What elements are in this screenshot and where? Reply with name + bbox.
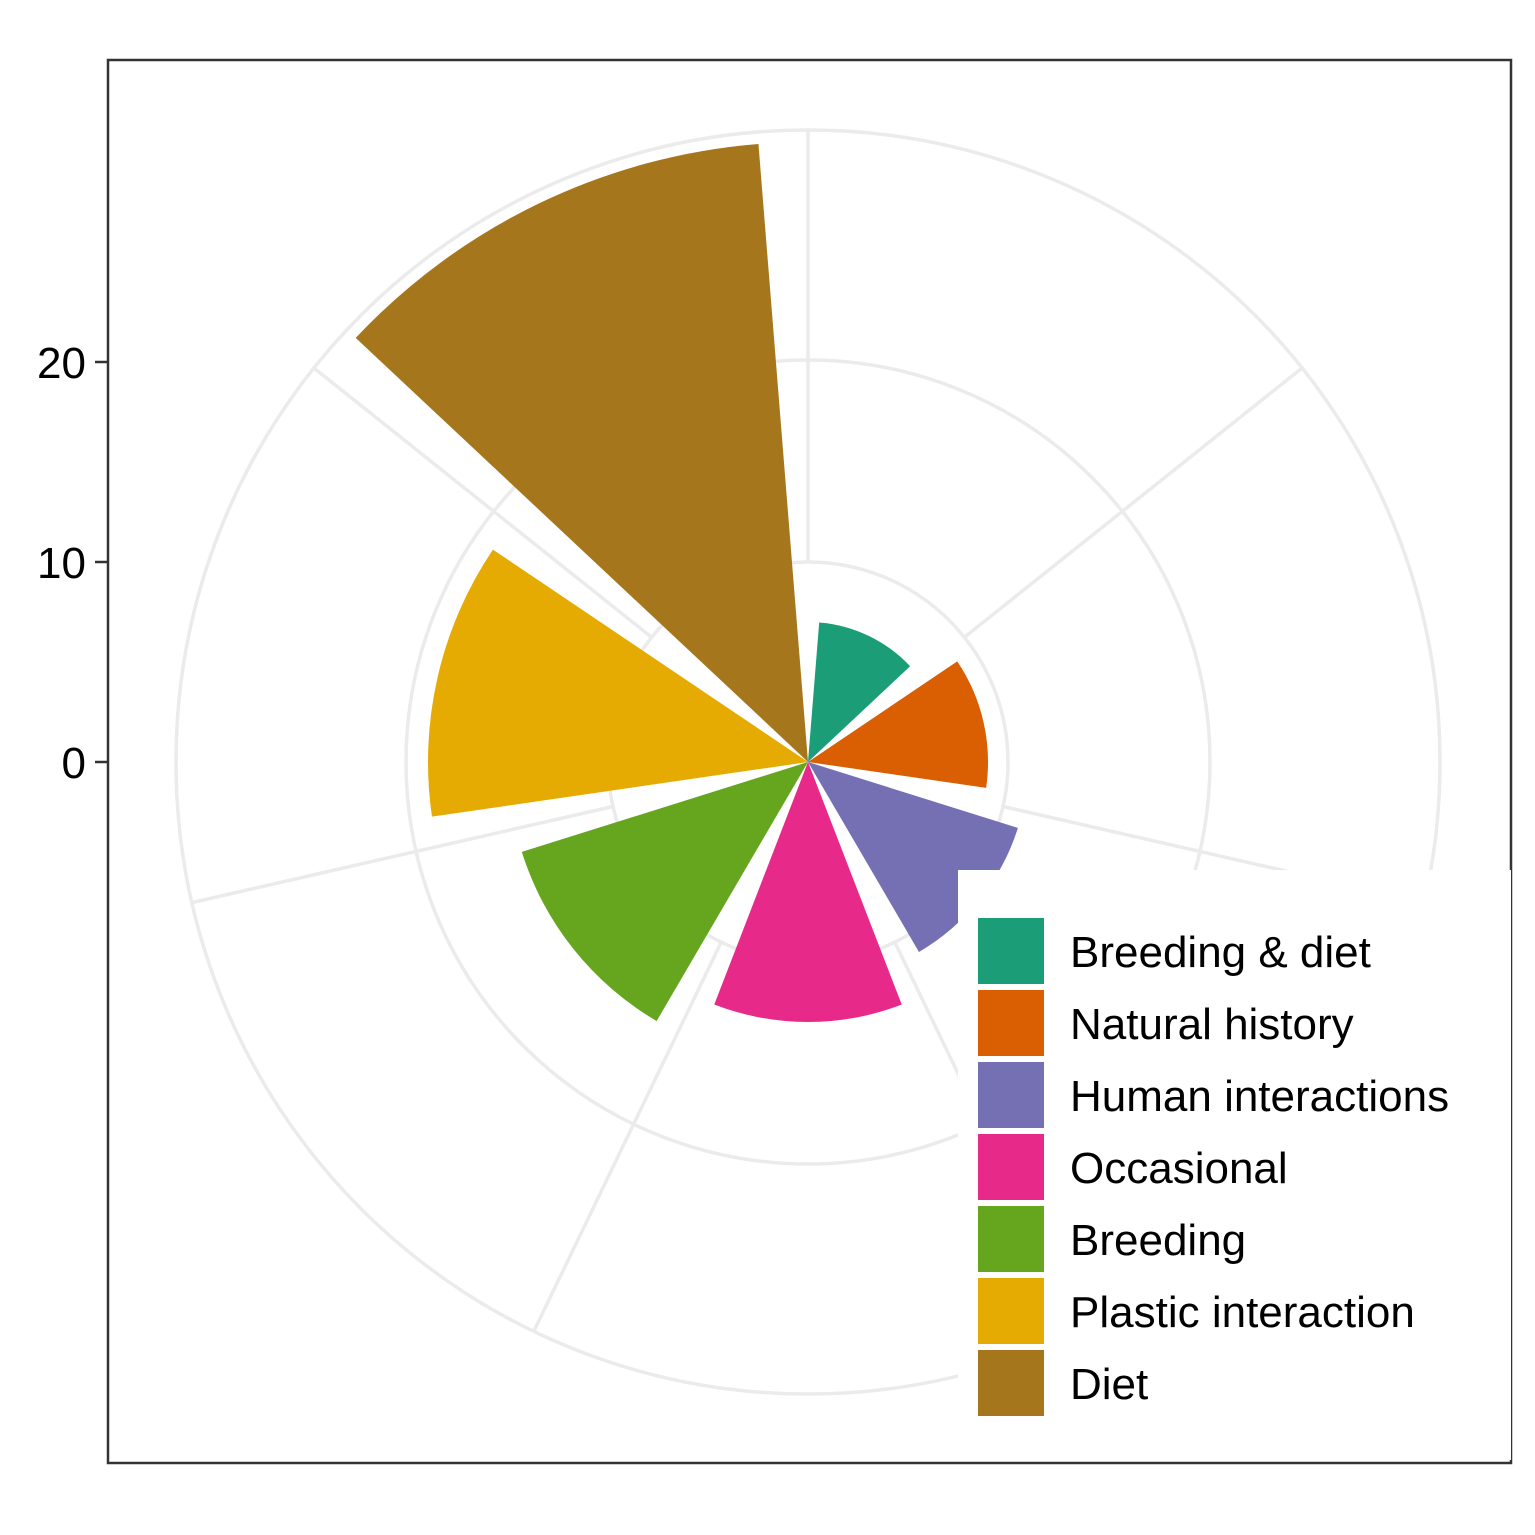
legend-key-2 <box>978 990 1044 1056</box>
bar-natural-history <box>808 661 989 788</box>
legend-key-5 <box>978 1206 1044 1272</box>
bar-plastic-interaction <box>428 549 808 817</box>
bars-group <box>355 143 1018 1022</box>
legend-label-5: Breeding <box>1070 1216 1246 1265</box>
bar-diet <box>355 143 808 763</box>
y-tick-label-20: 20 <box>37 339 86 388</box>
legend-label-7: Diet <box>1070 1360 1148 1409</box>
legend: Breeding & diet Natural history Human inte… <box>958 870 1511 1460</box>
legend-key-7 <box>978 1350 1044 1416</box>
grid-spoke-5 <box>532 941 723 1333</box>
legend-key-1 <box>978 918 1044 984</box>
legend-key-4 <box>978 1134 1044 1200</box>
legend-key-3 <box>978 1062 1044 1128</box>
grid-spoke-7 <box>312 366 653 639</box>
legend-label-4: Occasional <box>1070 1144 1288 1193</box>
grid-spoke-6 <box>191 804 614 905</box>
legend-label-1: Breeding & diet <box>1070 928 1371 977</box>
bar-breeding <box>521 762 808 1022</box>
legend-label-3: Human interactions <box>1070 1072 1449 1121</box>
legend-label-2: Natural history <box>1070 1000 1354 1049</box>
legend-label-6: Plastic interaction <box>1070 1288 1415 1337</box>
y-tick-label-10: 10 <box>37 539 86 588</box>
legend-background <box>958 870 1511 1460</box>
y-axis: 0 10 20 <box>37 339 107 788</box>
y-tick-label-0: 0 <box>62 739 86 788</box>
bar-occasional <box>714 762 902 1022</box>
grid-spoke-2 <box>963 366 1304 639</box>
legend-key-6 <box>978 1278 1044 1344</box>
bar-breeding-diet <box>808 622 911 762</box>
